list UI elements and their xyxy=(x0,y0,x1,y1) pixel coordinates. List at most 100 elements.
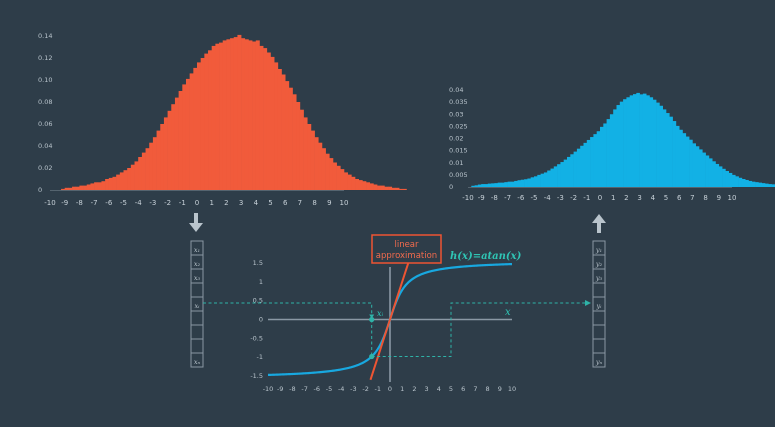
histogram-bar xyxy=(629,95,634,187)
histogram-bar xyxy=(160,124,165,190)
x-tick-label: 1 xyxy=(209,199,213,207)
callout-line1: linear xyxy=(394,240,419,250)
x-tick-label: 0 xyxy=(388,385,392,393)
histogram-bar xyxy=(745,179,749,187)
y-tick-label: 0.035 xyxy=(449,98,468,106)
vector-cell xyxy=(190,324,204,340)
histogram-bar xyxy=(355,179,359,190)
histogram-bar xyxy=(222,40,227,191)
histogram-bar xyxy=(596,131,601,187)
linear-approximation-callout: linear approximation xyxy=(371,234,442,264)
histogram-bar xyxy=(530,177,535,187)
histogram-bar xyxy=(208,50,212,190)
histogram-bar xyxy=(520,179,525,187)
histogram-bar xyxy=(507,181,512,187)
point-label: xᵢ xyxy=(377,309,384,318)
histogram-bar xyxy=(344,172,348,190)
x-tick-label: 1 xyxy=(611,194,615,202)
x-tick-label: -6 xyxy=(517,194,525,202)
histogram-bar xyxy=(299,109,304,190)
histogram-bar xyxy=(163,117,168,190)
histogram-bar xyxy=(606,119,611,187)
x-tick-label: 0 xyxy=(598,194,602,202)
histogram-bar xyxy=(593,134,597,187)
histogram-bar xyxy=(576,148,581,187)
histogram-bar xyxy=(116,174,121,190)
histogram-bar xyxy=(351,176,356,190)
histogram-bar xyxy=(537,174,541,187)
x-tick-label: -4 xyxy=(544,194,552,202)
x-tick-label: 4 xyxy=(651,194,656,202)
x-tick-label: 3 xyxy=(425,385,429,393)
arrow-down-icon xyxy=(189,213,203,232)
histogram-bar xyxy=(230,38,235,191)
x-tick-label: -8 xyxy=(491,194,498,202)
histogram-bar xyxy=(524,179,528,187)
x-tick-label: -8 xyxy=(76,199,83,207)
y-tick-label: 0.025 xyxy=(449,122,468,130)
x-tick-label: -9 xyxy=(478,194,485,202)
histogram-bar xyxy=(685,136,690,187)
x-tick-label: -6 xyxy=(105,199,113,207)
histogram-bar xyxy=(94,182,99,190)
histogram-bar xyxy=(97,182,102,190)
vector-cell xyxy=(592,352,606,368)
histogram-bar xyxy=(603,123,607,187)
vector-cell-label: x₃ xyxy=(194,274,201,282)
histogram-bar xyxy=(501,182,505,187)
histogram-bar xyxy=(391,187,396,190)
y-tick-label: 0.02 xyxy=(449,135,463,143)
histogram-bar xyxy=(314,137,319,190)
histogram-bar xyxy=(718,166,723,187)
guide-arrow-icon xyxy=(369,314,375,319)
histogram-bar xyxy=(266,52,271,190)
histogram-bar xyxy=(748,180,753,187)
x-tick-label: 10 xyxy=(508,385,516,393)
histogram-bar xyxy=(659,105,663,187)
y-tick-label: 0.06 xyxy=(38,120,52,128)
histogram-bar xyxy=(244,39,249,190)
x-tick-label: 7 xyxy=(473,385,477,393)
histogram-bar xyxy=(497,182,502,187)
x-tick-label: -1 xyxy=(179,199,186,207)
histogram-bar xyxy=(215,43,220,191)
histogram-bar xyxy=(182,84,187,190)
callout-line2: approximation xyxy=(376,251,437,261)
histogram-bar xyxy=(474,185,479,187)
y-tick-label: 0.015 xyxy=(449,147,468,155)
x-tick-label: 8 xyxy=(486,385,490,393)
histogram-bar xyxy=(642,93,647,187)
histogram-bar xyxy=(178,91,183,190)
vector-cell xyxy=(190,310,204,326)
x-tick-label: 9 xyxy=(498,385,502,393)
x-tick-label: -7 xyxy=(504,194,511,202)
histogram-bar xyxy=(197,62,201,190)
histogram-bar xyxy=(233,37,238,190)
histogram-bar xyxy=(336,165,341,190)
histogram-bar xyxy=(728,172,733,187)
histogram-bar xyxy=(662,109,667,187)
histogram-bar xyxy=(189,73,194,190)
histogram-bar xyxy=(491,183,495,187)
x-tick-label: -1 xyxy=(375,385,381,393)
histogram-bar xyxy=(241,38,246,191)
function-label: h(x)=atan(x) xyxy=(450,251,522,262)
histogram-bar xyxy=(712,161,716,187)
histogram-bar xyxy=(288,87,293,190)
histogram-bar xyxy=(255,40,260,191)
histogram-bar xyxy=(543,172,548,187)
histogram-bar xyxy=(101,181,106,190)
histogram-bar xyxy=(484,184,489,187)
y-tick-label: 0.08 xyxy=(38,98,52,106)
x-tick-label: 6 xyxy=(461,385,465,393)
histogram-bar xyxy=(708,158,713,187)
histogram-bar xyxy=(722,168,726,187)
histogram-bar xyxy=(656,102,660,187)
guide-arrow-icon xyxy=(585,300,591,306)
vector-cell-label: x₁ xyxy=(194,246,200,254)
histogram-bar xyxy=(573,151,578,187)
histogram-bar xyxy=(226,39,231,190)
histogram-bar xyxy=(200,58,205,190)
x-tick-label: -10 xyxy=(462,194,473,202)
histogram-bar xyxy=(567,156,571,187)
